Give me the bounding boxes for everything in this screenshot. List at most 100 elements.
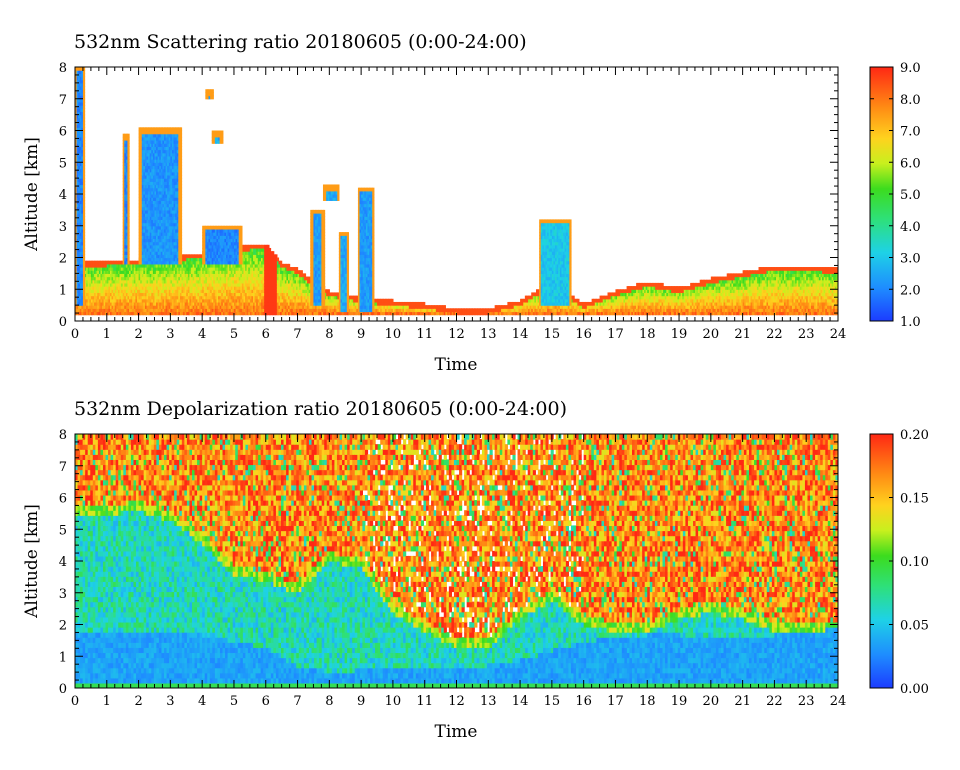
- scattering-cell: [276, 308, 280, 313]
- scattering-cell: [485, 311, 488, 316]
- scattering-cell: [299, 308, 302, 313]
- scattering-cell: [183, 279, 186, 284]
- scattering-cell: [445, 311, 448, 316]
- scattering-cell: [772, 276, 776, 281]
- scattering-cell: [213, 279, 216, 284]
- scattering-cell: [351, 301, 354, 306]
- scattering-cell: [109, 263, 113, 268]
- scattering-cell: [108, 263, 111, 268]
- scattering-cell: [745, 282, 748, 287]
- scattering-cell: [94, 263, 97, 268]
- scattering-cell: [280, 292, 283, 297]
- scattering-cell: [184, 267, 187, 271]
- scattering-cell: [227, 263, 230, 268]
- scattering-cell: [790, 282, 793, 287]
- scattering-cell: [230, 301, 233, 306]
- scattering-cell: [116, 308, 119, 313]
- scattering-cell: [249, 273, 253, 278]
- scattering-cell: [176, 295, 179, 300]
- scattering-cell: [642, 289, 645, 294]
- scattering-cell: [731, 295, 734, 300]
- scattering-cell: [771, 311, 774, 316]
- scattering-cell: [230, 276, 233, 281]
- scattering-cell: [774, 308, 777, 313]
- scattering-cell: [265, 260, 268, 265]
- scattering-cell: [235, 273, 238, 278]
- scattering-cell: [535, 295, 539, 300]
- scattering-cell: [89, 305, 92, 309]
- scattering-cell: [176, 305, 179, 309]
- scattering-cell: [451, 308, 454, 313]
- scattering-cell: [195, 305, 198, 309]
- scattering-cell: [246, 282, 249, 287]
- scattering-cell: [675, 295, 679, 300]
- scattering-cell: [642, 286, 645, 290]
- scattering-cell: [599, 308, 602, 313]
- scattering-cell: [721, 286, 725, 290]
- scattering-cell: [774, 298, 777, 303]
- scattering-cell: [264, 247, 267, 252]
- scattering-cell: [94, 279, 97, 284]
- scattering-cell: [203, 276, 206, 281]
- scattering-cell: [725, 286, 728, 290]
- scattering-cell: [214, 292, 218, 297]
- scattering-cell: [761, 273, 764, 278]
- scattering-cell: [356, 308, 359, 313]
- scattering-cell: [219, 286, 222, 290]
- scattering-cell: [510, 311, 513, 316]
- scattering-cell: [729, 298, 733, 303]
- scattering-cell: [723, 305, 726, 309]
- scattering-cell: [268, 298, 272, 303]
- scattering-cell: [114, 305, 117, 309]
- scattering-cell: [121, 286, 124, 290]
- scattering-cell: [334, 308, 337, 313]
- scattering-cell: [524, 311, 528, 316]
- scattering-cell: [98, 282, 102, 287]
- scattering-cell: [528, 295, 531, 300]
- scattering-cell: [152, 305, 156, 309]
- scattering-cell: [737, 301, 741, 306]
- scattering-cell: [768, 308, 771, 313]
- scattering-cell: [772, 273, 776, 278]
- scattering-cell: [353, 298, 356, 303]
- scattering-cell: [316, 311, 319, 316]
- scattering-cell: [454, 308, 458, 313]
- scattering-cell: [475, 308, 478, 313]
- scattering-cell: [195, 295, 198, 300]
- scattering-cell: [138, 273, 141, 278]
- scattering-cell: [322, 308, 326, 313]
- scattering-cell: [206, 311, 210, 316]
- scattering-cell: [574, 305, 577, 309]
- scattering-cell: [291, 279, 294, 284]
- scattering-cell: [629, 289, 632, 294]
- scattering-cell: [677, 298, 680, 303]
- scattering-cell: [198, 308, 202, 313]
- scattering-cell: [663, 305, 666, 309]
- scattering-cell: [771, 286, 774, 290]
- scattering-cell: [129, 276, 132, 281]
- scattering-cell: [637, 298, 640, 303]
- scattering-cell: [202, 289, 205, 294]
- scattering-cell: [753, 298, 756, 303]
- scattering-cell: [186, 282, 189, 287]
- scattering-cell: [156, 289, 159, 294]
- scattering-cell: [167, 311, 170, 316]
- scattering-cell: [327, 292, 330, 297]
- scattering-cell: [656, 298, 659, 303]
- scattering-cell: [748, 308, 752, 313]
- scattering-cell: [652, 305, 655, 309]
- scattering-cell: [127, 298, 130, 303]
- scattering-cell: [769, 305, 772, 309]
- scattering-cell: [607, 301, 610, 306]
- scattering-cell: [755, 286, 758, 290]
- scattering-cell: [221, 279, 224, 284]
- scattering-cell: [87, 263, 90, 268]
- scattering-cell: [124, 311, 127, 316]
- scattering-cell: [135, 308, 138, 313]
- scattering-cell: [102, 263, 105, 268]
- scattering-cell: [652, 295, 655, 300]
- scattering-cell: [111, 298, 114, 303]
- scattering-cell: [249, 276, 253, 281]
- scattering-cell: [267, 276, 270, 281]
- scattering-cell: [268, 292, 272, 297]
